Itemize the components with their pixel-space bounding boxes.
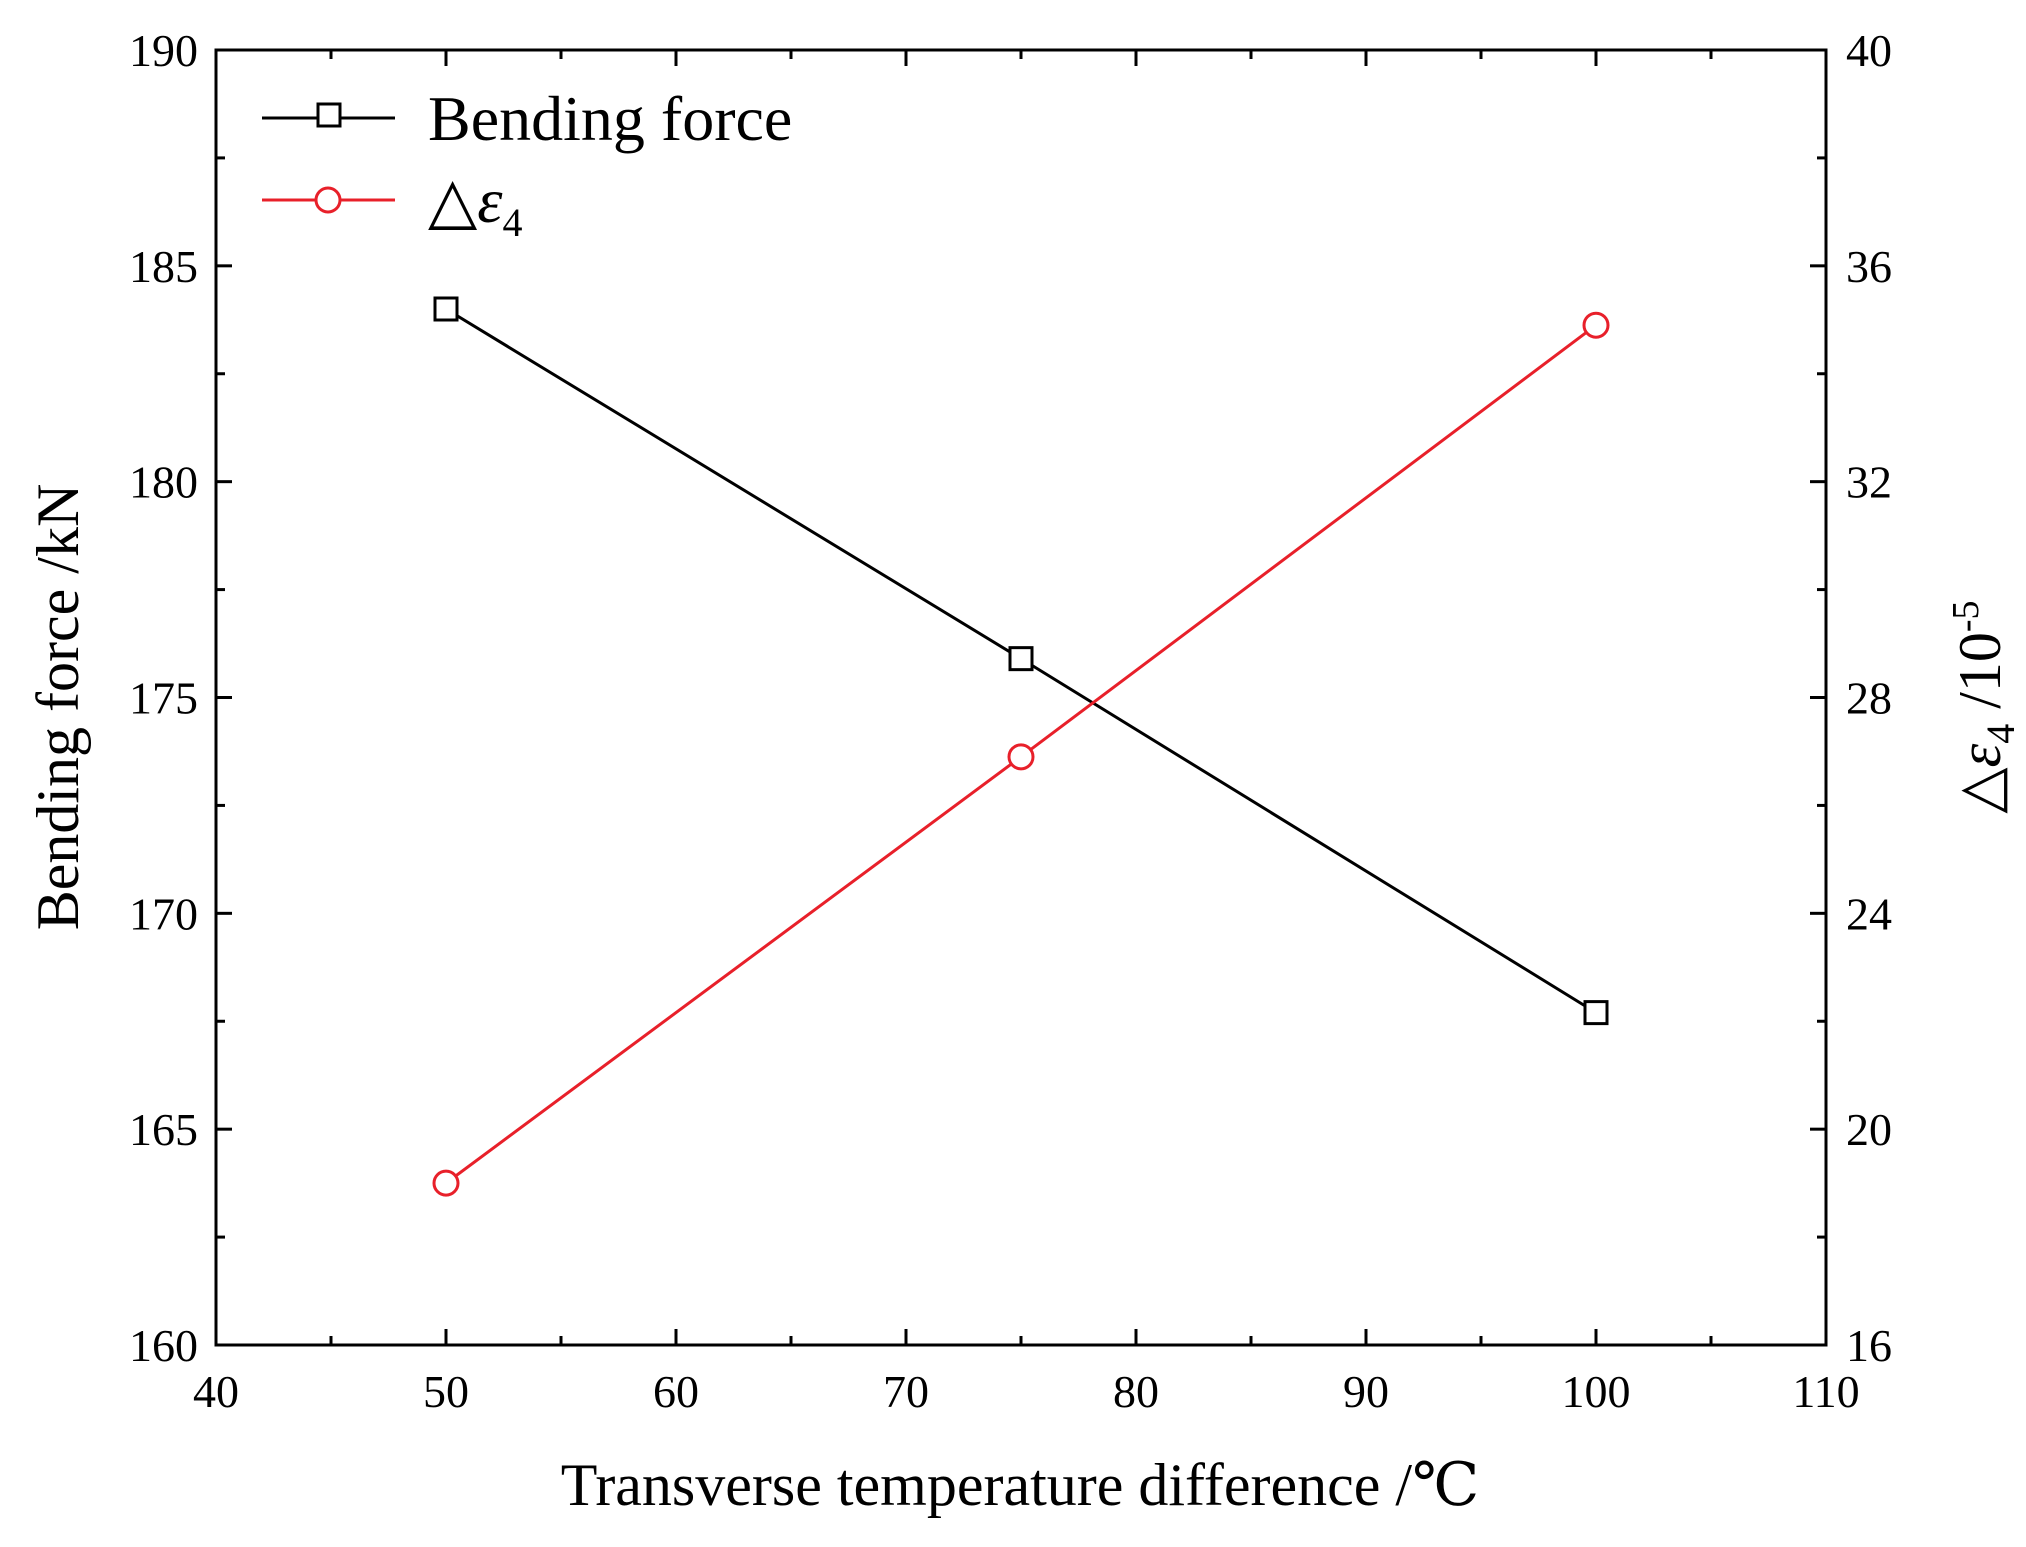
y2-tick-label: 32 <box>1846 457 1892 508</box>
legend: Bending force △ε4 <box>262 83 792 245</box>
x-tick-label: 40 <box>193 1366 239 1417</box>
y2-tick-label: 36 <box>1846 241 1892 292</box>
data-point-delta-epsilon <box>1582 311 1610 339</box>
legend-marker-delta-epsilon <box>314 186 342 214</box>
y2-axis-title: △ε4 /10-5 <box>1945 600 2023 813</box>
legend-label-delta-epsilon: △ε4 <box>428 165 522 245</box>
y2-tick-label: 24 <box>1846 888 1892 939</box>
axes: 40 50 60 70 80 90 100 110 160 165 170 175 180 185 190 1… <box>129 25 1892 1417</box>
data-point-bending-force <box>1008 646 1034 672</box>
y-tick-label: 175 <box>129 673 198 724</box>
y2-tick-label: 20 <box>1846 1104 1892 1155</box>
plot-frame <box>214 48 1828 1347</box>
y-tick-label: 180 <box>129 457 198 508</box>
y-tick-label: 170 <box>129 888 198 939</box>
x-tick-label: 100 <box>1562 1366 1631 1417</box>
series <box>432 296 1610 1197</box>
y-axis-title: Bending force /kN <box>25 484 91 931</box>
x-axis-title: Transverse temperature difference /℃ <box>561 1452 1479 1518</box>
legend-label-bending-force: Bending force <box>428 83 792 154</box>
y-tick-label: 165 <box>129 1104 198 1155</box>
data-point-delta-epsilon <box>1007 743 1035 771</box>
x-tick-label: 90 <box>1343 1366 1389 1417</box>
y2-tick-label: 16 <box>1846 1320 1892 1371</box>
data-point-bending-force <box>1583 1000 1609 1026</box>
legend-marker-bending-force <box>316 102 342 128</box>
y2-tick-label: 40 <box>1846 25 1892 76</box>
y-tick-label: 190 <box>129 25 198 76</box>
data-point-bending-force <box>433 296 459 322</box>
x-tick-label: 60 <box>653 1366 699 1417</box>
y2-tick-label: 28 <box>1846 673 1892 724</box>
data-point-delta-epsilon <box>432 1169 460 1197</box>
x-tick-label: 50 <box>423 1366 469 1417</box>
x-tick-label: 70 <box>883 1366 929 1417</box>
x-tick-label: 110 <box>1792 1366 1859 1417</box>
x-tick-label: 80 <box>1113 1366 1159 1417</box>
y-tick-label: 185 <box>129 241 198 292</box>
y-tick-label: 160 <box>129 1320 198 1371</box>
